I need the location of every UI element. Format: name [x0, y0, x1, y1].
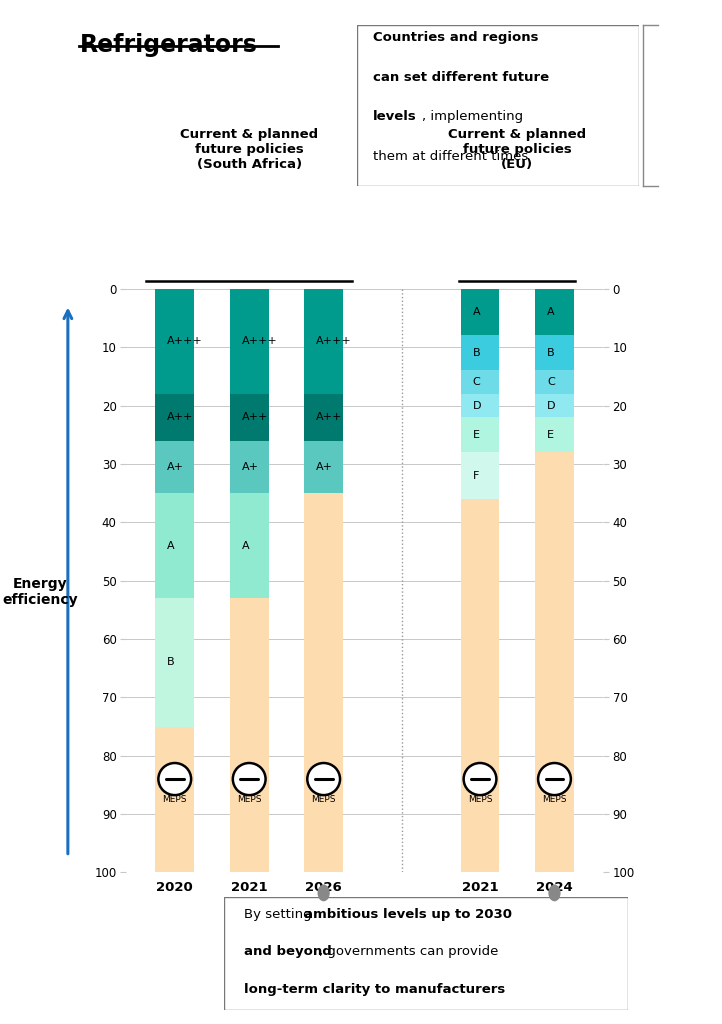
Text: Countries and regions: Countries and regions [373, 31, 539, 44]
Text: A: A [242, 541, 249, 551]
Text: E: E [547, 430, 554, 439]
Text: Current & planned
future policies
(EU): Current & planned future policies (EU) [448, 128, 586, 171]
Bar [155, 440, 194, 494]
Text: MEPS: MEPS [237, 795, 261, 804]
Ellipse shape [464, 763, 497, 795]
Text: D: D [547, 400, 555, 411]
Bar [535, 371, 574, 394]
Ellipse shape [538, 763, 571, 795]
Text: D: D [473, 400, 481, 411]
Bar [461, 289, 500, 336]
Bar [535, 417, 574, 453]
Bar [461, 371, 500, 394]
Bar [461, 336, 500, 371]
Bar [304, 289, 343, 394]
Text: A+++: A+++ [316, 336, 352, 346]
Text: B: B [547, 348, 554, 358]
Bar [304, 440, 343, 494]
Text: C: C [473, 377, 480, 387]
Text: Current & planned
future policies
(South Africa): Current & planned future policies (South… [180, 128, 318, 171]
Text: A++: A++ [316, 413, 342, 422]
Text: can set different future: can set different future [373, 71, 549, 84]
Ellipse shape [158, 763, 191, 795]
Bar [461, 417, 500, 453]
Text: long-term clarity to manufacturers: long-term clarity to manufacturers [244, 983, 505, 995]
Bar [155, 394, 194, 440]
Text: Energy
efficiency: Energy efficiency [2, 578, 77, 607]
Text: MEPS: MEPS [162, 795, 187, 804]
Bar [230, 494, 269, 598]
Ellipse shape [308, 763, 340, 795]
Bar [304, 494, 343, 872]
Text: F: F [473, 471, 479, 480]
FancyBboxPatch shape [224, 897, 628, 1010]
Bar [230, 598, 269, 872]
Text: By setting: By setting [244, 908, 316, 922]
Text: Refrigerators: Refrigerators [79, 33, 257, 56]
Text: A+: A+ [242, 462, 258, 472]
Text: A+++: A+++ [242, 336, 277, 346]
Text: A+++: A+++ [168, 336, 203, 346]
Text: B: B [168, 657, 175, 668]
Bar [230, 289, 269, 394]
Text: A++: A++ [168, 413, 193, 422]
Text: C: C [547, 377, 554, 387]
Text: A: A [547, 307, 554, 317]
Text: A+: A+ [168, 462, 184, 472]
Bar [535, 394, 574, 417]
Bar [155, 727, 194, 872]
Text: A+: A+ [316, 462, 334, 472]
Bar [535, 289, 574, 336]
Bar [304, 394, 343, 440]
Text: ambitious levels up to 2030: ambitious levels up to 2030 [304, 908, 512, 922]
Text: MEPS: MEPS [311, 795, 336, 804]
Bar [155, 494, 194, 598]
Bar [155, 598, 194, 727]
Bar [155, 289, 194, 394]
Bar [461, 394, 500, 417]
Text: E: E [473, 430, 479, 439]
Text: them at different times: them at different times [373, 150, 528, 163]
Text: A: A [473, 307, 480, 317]
Bar [230, 394, 269, 440]
Text: B: B [473, 348, 480, 358]
Text: A: A [168, 541, 175, 551]
Bar [461, 499, 500, 872]
Bar [535, 336, 574, 371]
Bar [461, 453, 500, 499]
Text: , implementing: , implementing [422, 111, 523, 123]
Text: MEPS: MEPS [468, 795, 492, 804]
Bar [535, 453, 574, 872]
Text: MEPS: MEPS [542, 795, 567, 804]
Bar [230, 440, 269, 494]
Text: A++: A++ [242, 413, 268, 422]
FancyBboxPatch shape [357, 25, 639, 186]
Text: levels: levels [373, 111, 417, 123]
Ellipse shape [232, 763, 266, 795]
Text: , governments can provide: , governments can provide [319, 945, 498, 958]
Text: and beyond: and beyond [244, 945, 332, 958]
